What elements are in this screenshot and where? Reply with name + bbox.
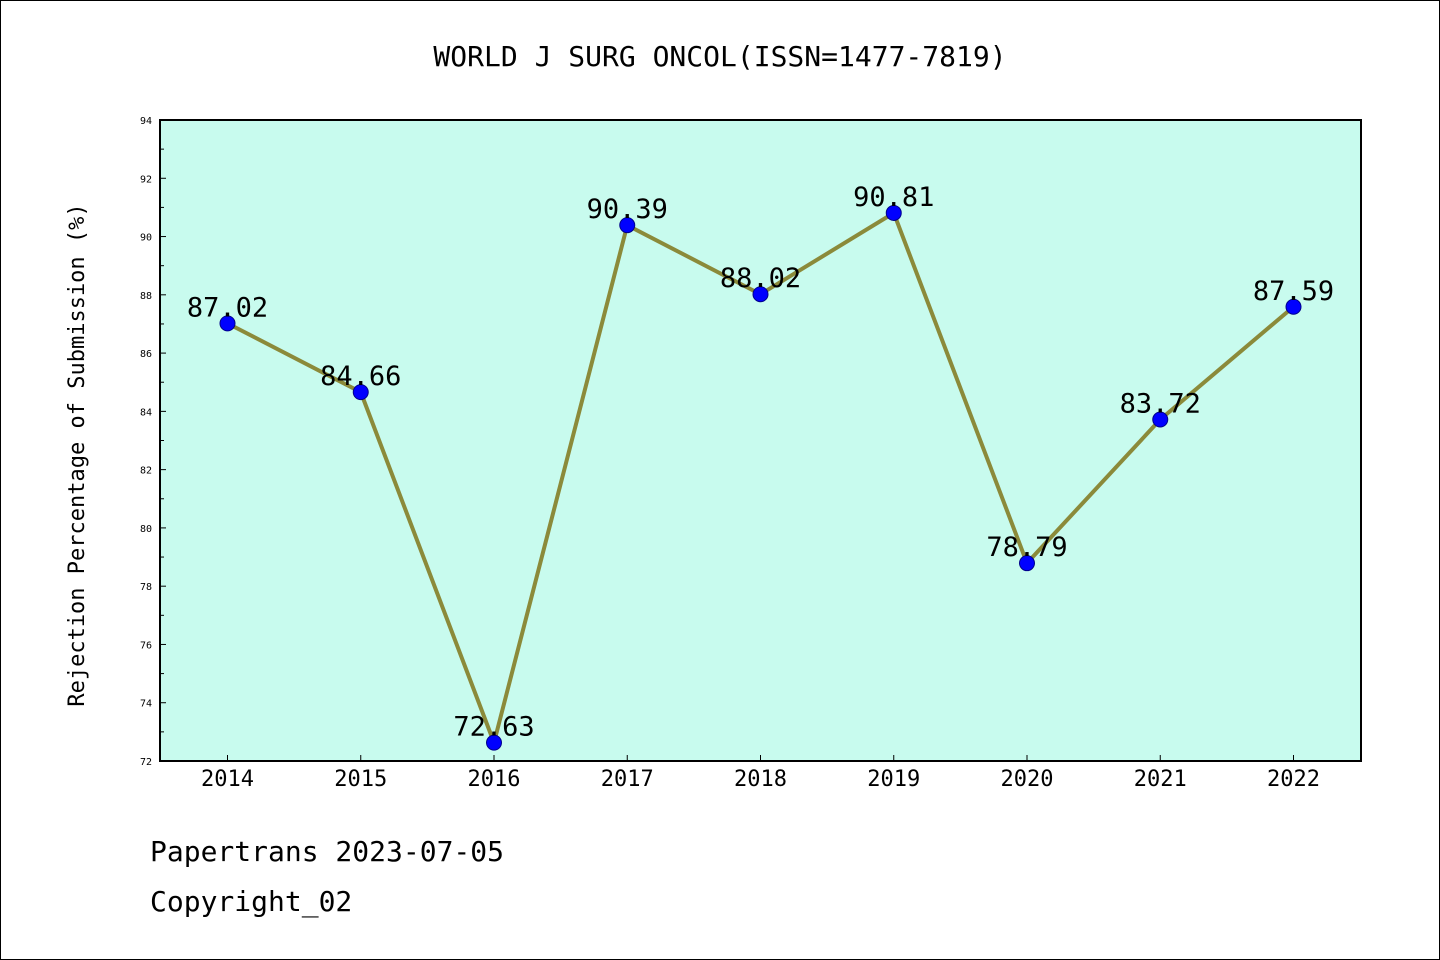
x-tick-label: 2015	[334, 767, 387, 792]
data-point	[1019, 555, 1035, 572]
y-tick-label: 78	[140, 582, 152, 593]
x-tick-label: 2021	[1134, 767, 1187, 792]
data-label: 88.02	[720, 263, 801, 294]
x-tick-label: 2016	[468, 767, 521, 792]
y-tick-label: 86	[140, 349, 152, 360]
data-point	[352, 384, 369, 401]
data-point	[1285, 298, 1302, 315]
data-labels-layer: 87.02 84.66 72.63 90.39 88.02 90.81 78.79 83.72…	[187, 182, 1334, 743]
y-tick-label: 72	[140, 757, 152, 768]
plot-area	[159, 119, 1362, 762]
chart-title: WORLD J SURG ONCOL(ISSN=1477-7819)	[433, 40, 1006, 73]
x-tick-label: 2019	[867, 767, 920, 792]
series-layer	[219, 204, 1302, 751]
data-label: 84.66	[320, 361, 401, 392]
data-point	[619, 217, 636, 234]
y-tick-label: 90	[140, 233, 152, 244]
y-tick-label: 74	[140, 699, 152, 710]
data-label: 90.81	[853, 182, 934, 213]
x-tick-label: 2022	[1267, 767, 1320, 792]
x-tick-label: 2017	[601, 767, 654, 792]
data-label: 90.39	[587, 194, 668, 225]
x-tick-label: 2020	[1001, 767, 1054, 792]
y-tick-label: 94	[140, 116, 152, 127]
data-label: 87.02	[187, 292, 268, 323]
data-point	[219, 315, 236, 332]
x-tick-label: 2014	[201, 767, 254, 792]
y-tick-label: 80	[140, 524, 152, 535]
data-point	[1152, 411, 1169, 428]
data-label: 72.63	[453, 712, 534, 743]
y-tick-label: 92	[140, 174, 152, 185]
axes-layer: 72 74 76 78 80 82 84 86 88 90 92 94 2014 2015 2016 2017…	[140, 116, 1320, 792]
data-point	[486, 734, 502, 751]
footer-copyright: Copyright_02	[150, 885, 353, 918]
data-point	[752, 286, 769, 303]
data-label: 78.79	[986, 532, 1067, 563]
y-tick-label: 82	[140, 466, 152, 477]
data-label: 83.72	[1120, 389, 1201, 420]
y-tick-label: 88	[140, 291, 152, 302]
data-label: 87.59	[1253, 276, 1334, 307]
x-tick-label: 2018	[734, 767, 787, 792]
footer-source: Papertrans 2023-07-05	[150, 835, 505, 868]
y-tick-label: 76	[140, 640, 152, 651]
data-point	[885, 204, 902, 221]
y-axis-label: Rejection Percentage of Submission (%)	[65, 203, 90, 706]
y-tick-label: 84	[140, 407, 152, 418]
